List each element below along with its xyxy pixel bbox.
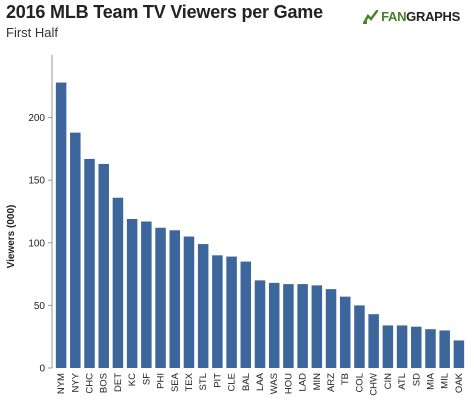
x-tick-label-phi: PHI <box>156 373 167 389</box>
y-tick-label: 100 <box>28 238 45 249</box>
bar-nyy <box>70 132 81 368</box>
x-tick-label-stl: STL <box>198 373 209 390</box>
bar-tex <box>183 236 195 368</box>
fangraphs-logo: FANGRAPHS <box>363 9 460 24</box>
x-tick-label-was: WAS <box>269 373 280 394</box>
fangraphs-logo-icon <box>363 9 379 24</box>
bar-col <box>354 305 365 368</box>
bar-stl <box>197 244 209 368</box>
bar-hou <box>283 284 294 368</box>
x-tick-label-sf: SF <box>141 373 152 385</box>
x-tick-label-bal: BAL <box>241 373 252 391</box>
x-tick-label-mia: MIA <box>425 372 436 390</box>
y-tick-label: 150 <box>28 176 45 187</box>
x-tick-label-chc: CHC <box>85 373 96 394</box>
bar-cle <box>226 256 237 368</box>
x-tick-label-lad: LAD <box>298 373 309 392</box>
x-tick-label-bos: BOS <box>99 373 110 393</box>
logo-text-graphs: GRAPHS <box>406 9 460 24</box>
x-tick-label-cle: CLE <box>227 373 238 391</box>
x-tick-label-col: COL <box>354 373 365 393</box>
x-tick-label-sd: SD <box>411 373 422 386</box>
bar-sd <box>411 326 422 368</box>
y-tick-label: 50 <box>34 301 46 312</box>
bar-cin <box>382 325 394 368</box>
x-tick-label-mil: MIL <box>440 373 451 389</box>
x-tick-label-arz: ARZ <box>326 373 337 392</box>
y-axis: 0 50 100 150 200 <box>28 55 53 375</box>
bar-lad <box>297 284 308 368</box>
x-tick-label-tex: TEX <box>184 372 195 391</box>
bar-chc <box>84 158 95 368</box>
logo-text-fan: FAN <box>381 9 407 24</box>
y-tick-label: 200 <box>28 113 45 124</box>
bar-laa <box>254 280 266 368</box>
fangraphs-logo-text: FANGRAPHS <box>381 9 460 24</box>
x-tick-label-oak: OAK <box>454 372 465 393</box>
x-tick-label-min: MIN <box>312 373 323 391</box>
bar-mil <box>439 330 450 368</box>
bar-oak <box>453 340 465 368</box>
bar-nym <box>55 82 67 368</box>
bar-mia <box>425 329 436 368</box>
bar-tb <box>339 296 351 368</box>
bars <box>55 82 465 368</box>
bar-min <box>311 285 323 368</box>
bar-chw <box>368 314 379 368</box>
x-tick-label-kc: KC <box>127 373 138 386</box>
bar-sea <box>169 230 181 368</box>
x-tick-label-laa: LAA <box>255 372 266 391</box>
bar-kc <box>126 219 138 368</box>
bar-det <box>112 197 124 368</box>
bar-bos <box>98 163 109 368</box>
x-tick-label-nym: NYM <box>56 373 67 394</box>
x-tick-label-sea: SEA <box>170 372 181 392</box>
x-tick-label-chw: CHW <box>369 373 380 396</box>
x-axis-labels: NYM NYY CHC BOS DET KC SF PHI SEA TEX STL PIT CLE BAL… <box>56 372 465 395</box>
chart-title: 2016 MLB Team TV Viewers per Game <box>6 2 323 22</box>
x-tick-label-nyy: NYY <box>70 372 81 392</box>
x-tick-label-atl: ATL <box>397 373 408 390</box>
x-tick-label-tb: TB <box>340 373 351 385</box>
x-tick-label-cin: CIN <box>383 373 394 390</box>
bar-pit <box>212 255 223 368</box>
bar-arz <box>325 289 337 368</box>
bar-sf <box>141 221 152 368</box>
x-tick-label-det: DET <box>113 373 124 392</box>
bar-phi <box>155 227 166 368</box>
bar-was <box>268 282 280 368</box>
y-axis-title: Viewers (000) <box>6 205 17 269</box>
chart-subtitle: First Half <box>6 25 58 40</box>
bar-atl <box>396 325 408 368</box>
y-tick-label: 0 <box>39 364 45 375</box>
x-tick-label-pit: PIT <box>212 373 223 388</box>
bar-bal <box>240 261 252 368</box>
x-tick-label-hou: HOU <box>283 373 294 394</box>
